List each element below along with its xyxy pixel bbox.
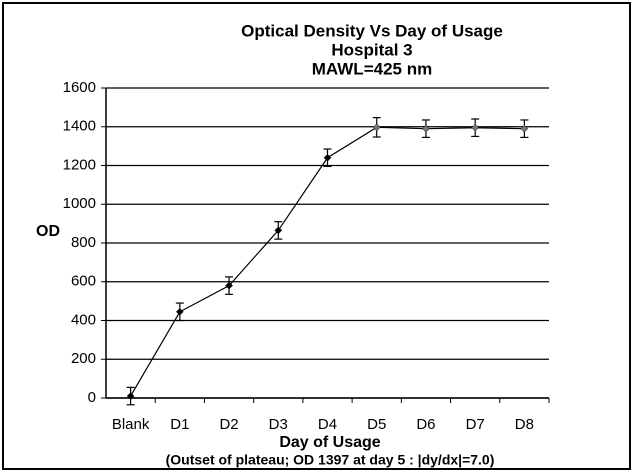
- chart-subtitle: Hospital 3: [331, 40, 412, 59]
- marker: [126, 392, 135, 400]
- x-tick-label: D6: [416, 416, 435, 433]
- x-tick-label: D4: [318, 416, 337, 433]
- y-tick-label: 1200: [63, 156, 96, 173]
- x-tick-label: D5: [367, 416, 386, 433]
- y-tick-label: 0: [88, 389, 96, 406]
- y-tick-label: 600: [71, 273, 96, 290]
- y-tick-label: 400: [71, 311, 96, 328]
- y-tick-label: 1400: [63, 118, 96, 135]
- marker: [323, 153, 332, 162]
- marker: [471, 123, 480, 132]
- y-tick-label: 1600: [63, 79, 96, 96]
- y-tick-label: 200: [71, 350, 96, 367]
- chart-subtitle: MAWL=425 nm: [312, 59, 432, 78]
- y-tick-label: 1000: [63, 195, 96, 212]
- marker: [175, 307, 184, 316]
- x-tick-label: D8: [515, 416, 534, 433]
- x-tick-label: D1: [170, 416, 189, 433]
- y-axis-title: OD: [36, 223, 60, 240]
- marker: [225, 281, 233, 290]
- marker: [520, 124, 529, 133]
- marker: [422, 124, 430, 133]
- x-tick-label: D3: [269, 416, 288, 433]
- x-tick-label: D7: [466, 416, 485, 433]
- chart-title: Optical Density Vs Day of Usage: [241, 21, 503, 40]
- x-axis-title: Day of Usage: [279, 434, 380, 451]
- marker: [372, 123, 381, 132]
- annotation: (Outset of plateau; OD 1397 at day 5 : |…: [166, 452, 495, 468]
- x-tick-label: D2: [219, 416, 238, 433]
- marker: [274, 226, 283, 235]
- y-tick-label: 800: [71, 234, 96, 251]
- x-tick-label: Blank: [112, 416, 150, 433]
